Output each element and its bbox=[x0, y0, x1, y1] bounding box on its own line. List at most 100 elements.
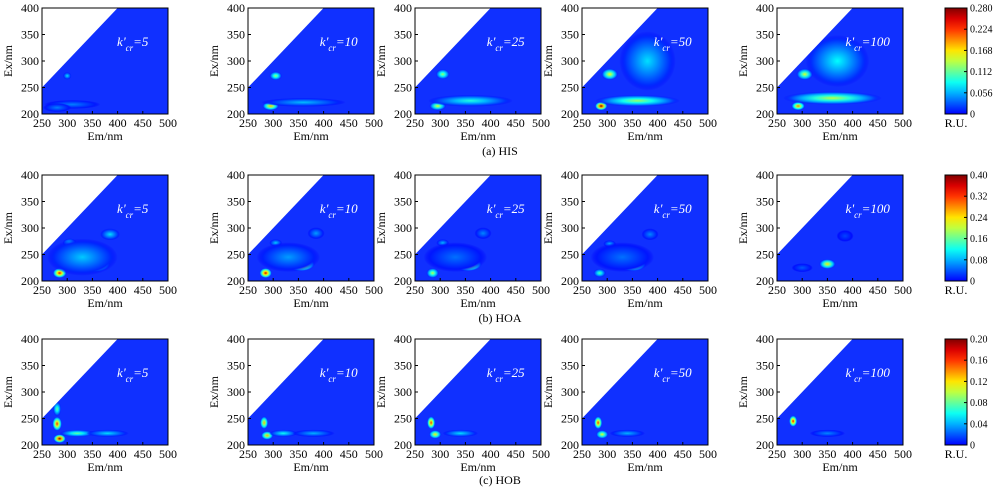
fluorescence-peak bbox=[269, 71, 283, 81]
y-tick-label: 200 bbox=[394, 438, 412, 452]
fluorescence-peak bbox=[595, 429, 609, 439]
fluorescence-peak bbox=[59, 429, 95, 438]
y-axis-label: Ex/nm bbox=[541, 211, 555, 244]
y-tick-label: 200 bbox=[227, 274, 245, 288]
colorbar-tick-label: 0.056 bbox=[970, 88, 993, 99]
x-tick-label: 250 bbox=[239, 116, 257, 130]
x-tick-label: 400 bbox=[482, 447, 500, 461]
x-tick-label: 250 bbox=[239, 447, 257, 461]
fluorescence-peak bbox=[595, 94, 680, 107]
x-tick-label: 300 bbox=[264, 116, 282, 130]
y-tick-label: 400 bbox=[394, 332, 412, 346]
x-tick-label: 350 bbox=[289, 283, 307, 297]
x-tick-label: 250 bbox=[33, 447, 51, 461]
y-tick-label: 400 bbox=[756, 332, 774, 346]
y-tick-label: 250 bbox=[227, 81, 245, 95]
fluorescence-peak bbox=[593, 268, 606, 278]
x-tick-label: 350 bbox=[623, 283, 641, 297]
fluorescence-peak bbox=[805, 35, 870, 87]
scatter-mask bbox=[415, 175, 491, 255]
y-tick-label: 350 bbox=[227, 195, 245, 209]
x-tick-label: 500 bbox=[699, 447, 717, 461]
y-tick-label: 400 bbox=[21, 1, 39, 15]
x-tick-label: 500 bbox=[365, 283, 383, 297]
scatter-mask bbox=[42, 8, 118, 88]
x-tick-label: 300 bbox=[264, 447, 282, 461]
eem-panel: 250 300 350 400 450 500200250300350400Em/nmEx… bbox=[374, 1, 550, 143]
x-tick-label: 450 bbox=[869, 447, 887, 461]
y-axis-label: Ex/nm bbox=[736, 44, 750, 77]
k-cr-label: k'cr=5 bbox=[117, 34, 149, 53]
fluorescence-peak bbox=[53, 434, 66, 444]
y-tick-label: 350 bbox=[394, 359, 412, 373]
x-tick-label: 350 bbox=[818, 116, 836, 130]
x-tick-label: 300 bbox=[598, 283, 616, 297]
fluorescence-peak bbox=[619, 31, 676, 91]
scatter-mask bbox=[582, 8, 658, 88]
x-tick-label: 350 bbox=[456, 447, 474, 461]
fluorescence-peak bbox=[47, 238, 118, 276]
scatter-mask bbox=[248, 175, 324, 255]
x-tick-label: 250 bbox=[768, 447, 786, 461]
y-axis-label: Ex/nm bbox=[207, 375, 221, 408]
x-tick-label: 450 bbox=[340, 283, 358, 297]
x-tick-label: 250 bbox=[239, 283, 257, 297]
fluorescence-peak bbox=[590, 242, 655, 272]
y-tick-label: 200 bbox=[394, 274, 412, 288]
x-tick-label: 300 bbox=[793, 116, 811, 130]
y-axis-label: Ex/nm bbox=[374, 44, 388, 77]
y-tick-label: 400 bbox=[227, 332, 245, 346]
k-cr-label: k'cr=5 bbox=[117, 201, 149, 220]
eem-panel: 250 300 350 400 450 500200250300350400Em/nmEx… bbox=[1, 332, 177, 474]
x-axis-label: Em/nm bbox=[293, 296, 329, 310]
colorbar-tick-label: 0.04 bbox=[970, 419, 988, 430]
fluorescence-peak bbox=[259, 267, 272, 279]
x-tick-label: 350 bbox=[623, 116, 641, 130]
y-tick-label: 350 bbox=[394, 195, 412, 209]
colorbar-unit: R.U. bbox=[945, 283, 968, 297]
y-tick-label: 250 bbox=[394, 81, 412, 95]
x-tick-label: 450 bbox=[134, 116, 152, 130]
fluorescence-peak bbox=[43, 103, 72, 113]
fluorescence-peak bbox=[791, 101, 806, 111]
fluorescence-peak bbox=[788, 415, 798, 428]
x-tick-label: 400 bbox=[109, 116, 127, 130]
fluorescence-peak bbox=[818, 258, 836, 270]
fluorescence-peak bbox=[423, 242, 488, 272]
x-tick-label: 400 bbox=[844, 447, 862, 461]
y-tick-label: 250 bbox=[21, 248, 39, 262]
x-tick-label: 500 bbox=[159, 116, 177, 130]
fluorescence-peak bbox=[86, 429, 129, 438]
fluorescence-peak bbox=[641, 228, 659, 241]
y-tick-label: 200 bbox=[756, 274, 774, 288]
y-tick-label: 200 bbox=[227, 438, 245, 452]
x-tick-label: 400 bbox=[844, 116, 862, 130]
x-tick-label: 500 bbox=[699, 283, 717, 297]
x-tick-label: 450 bbox=[134, 283, 152, 297]
x-tick-label: 450 bbox=[507, 283, 525, 297]
x-tick-label: 400 bbox=[109, 283, 127, 297]
y-tick-label: 250 bbox=[227, 248, 245, 262]
x-tick-label: 500 bbox=[894, 447, 912, 461]
y-tick-label: 250 bbox=[21, 81, 39, 95]
row-caption: (b) HOA bbox=[479, 311, 522, 325]
x-tick-label: 400 bbox=[315, 283, 333, 297]
x-tick-label: 350 bbox=[623, 447, 641, 461]
y-tick-label: 350 bbox=[561, 28, 579, 42]
y-tick-label: 200 bbox=[561, 107, 579, 121]
x-tick-label: 300 bbox=[793, 283, 811, 297]
fluorescence-peak bbox=[442, 429, 478, 438]
y-tick-label: 200 bbox=[394, 107, 412, 121]
eem-panel: 250 300 350 400 450 500200250300350400Em/nmEx… bbox=[736, 332, 912, 474]
colorbar: 0 0.056 0.112 0.168 0.224 0.280 R.U. bbox=[944, 4, 993, 130]
colorbar-tick-label: 0.112 bbox=[970, 67, 992, 78]
x-axis-label: Em/nm bbox=[627, 129, 663, 143]
x-axis-label: Em/nm bbox=[460, 129, 496, 143]
x-tick-label: 350 bbox=[289, 116, 307, 130]
x-tick-label: 450 bbox=[674, 283, 692, 297]
row-caption: (c) HOB bbox=[479, 473, 521, 487]
y-tick-label: 400 bbox=[756, 168, 774, 182]
fluorescence-peak bbox=[791, 263, 813, 273]
colorbar-tick-label: 0.16 bbox=[970, 234, 988, 245]
